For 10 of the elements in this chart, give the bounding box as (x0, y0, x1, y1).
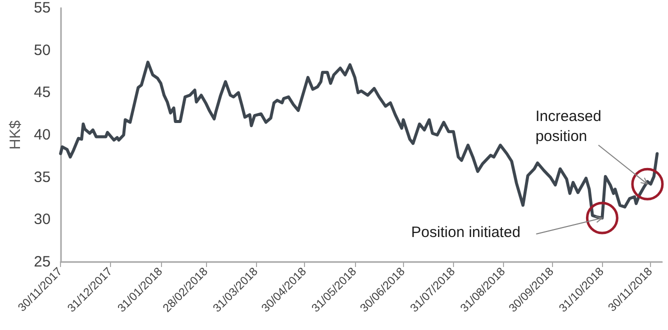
y-tick-label: 25 (34, 254, 51, 270)
y-tick-label: 55 (34, 0, 51, 16)
y-tick-label: 50 (34, 42, 51, 59)
annotation: Position initiated (411, 222, 522, 243)
y-tick-label: 45 (34, 84, 51, 102)
y-tick-label: 40 (34, 126, 51, 144)
y-tick-label: 35 (34, 168, 51, 186)
y-axis-title: HK$ (7, 120, 24, 150)
annotation: Increased position (535, 107, 602, 148)
y-tick-label: 30 (34, 211, 51, 228)
